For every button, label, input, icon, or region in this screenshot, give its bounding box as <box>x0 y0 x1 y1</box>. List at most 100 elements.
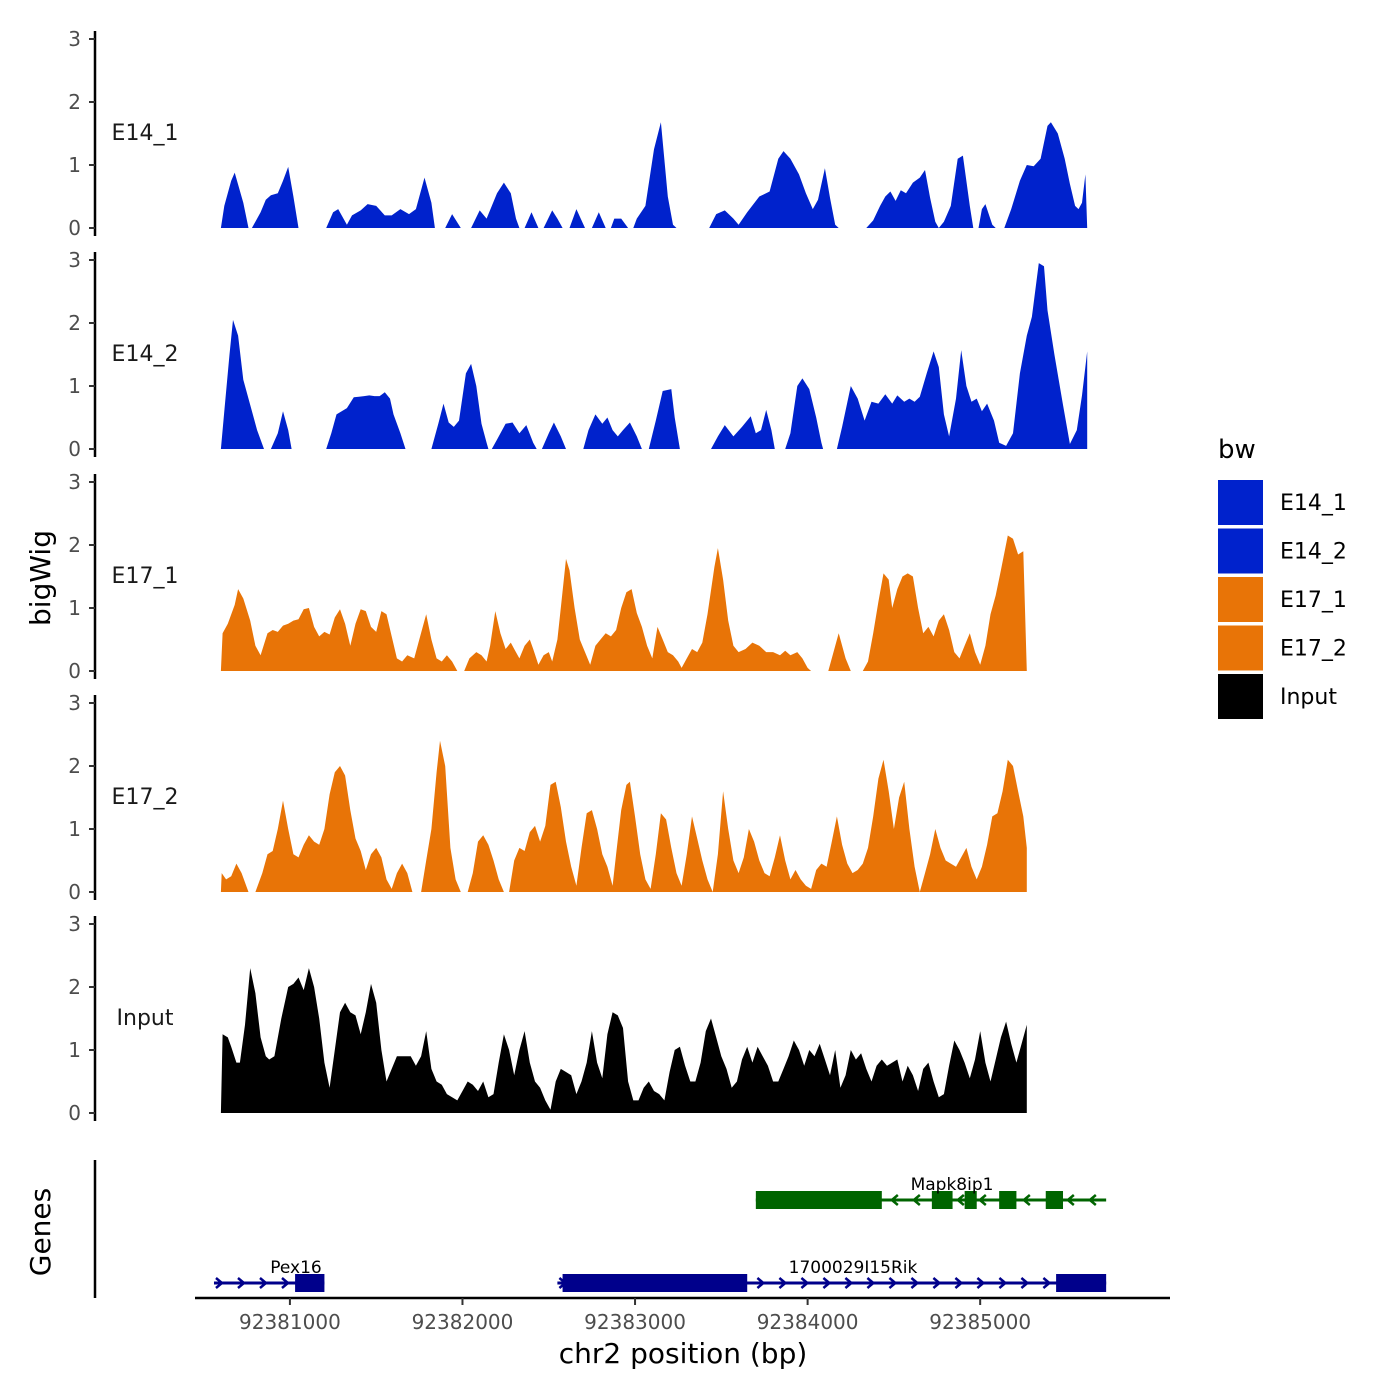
strand-arrow-icon <box>889 1194 899 1206</box>
strand-arrow-icon <box>910 1277 920 1289</box>
strand-arrow-icon <box>998 1277 1008 1289</box>
gene-label-Mapk8ip1: Mapk8ip1 <box>911 1175 994 1195</box>
exon-block <box>295 1274 325 1292</box>
x-tick-label: 92385000 <box>929 1310 1031 1334</box>
coverage-area-E17_1 <box>220 535 1027 671</box>
legend-label: Input <box>1280 685 1337 710</box>
y-tick-label: 3 <box>68 691 81 715</box>
y-tick-label: 0 <box>68 216 81 240</box>
strand-arrow-icon <box>778 1277 788 1289</box>
legend-title: bw <box>1218 435 1256 465</box>
strand-arrow-icon <box>281 1277 290 1289</box>
legend-swatch <box>1218 480 1263 525</box>
track-label-Input: Input <box>117 1006 174 1031</box>
strand-arrow-icon <box>911 1194 921 1206</box>
y-tick-label: 1 <box>68 596 81 620</box>
strand-arrow-icon <box>800 1277 810 1289</box>
track-panel-E17_1: 0 1 2 3 E17_1 <box>68 470 1027 683</box>
y-tick-label: 3 <box>68 470 81 494</box>
strand-arrow-icon <box>954 1277 964 1289</box>
legend-label: E14_2 <box>1280 540 1347 565</box>
legend-entry-E14_1: E14_1 <box>1218 480 1347 525</box>
legend-swatch <box>1218 528 1263 574</box>
y-tick-label: 2 <box>68 533 81 557</box>
strand-arrow-icon <box>215 1277 224 1289</box>
genes-panel-title: Genes <box>24 1188 57 1276</box>
y-tick-label: 2 <box>68 754 81 778</box>
track-panel-Input: 0 1 2 3 Input <box>68 912 1027 1125</box>
legend-entry-E14_2: E14_2 <box>1218 528 1347 574</box>
legend-swatch <box>1218 625 1263 671</box>
strand-arrow-icon <box>822 1277 832 1289</box>
genes-layer: Mapk8ip1 Pex16 1700029I15Rik <box>93 1160 1107 1298</box>
coverage-area-E14_2 <box>220 263 1088 449</box>
legend-entry-E17_1: E17_1 <box>1218 577 1347 622</box>
legend-label: E17_1 <box>1280 588 1347 613</box>
exon-block <box>755 1191 882 1209</box>
coverage-area-Input <box>220 968 1027 1113</box>
strand-arrow-icon <box>955 1194 965 1206</box>
gene-label-Pex16: Pex16 <box>270 1258 322 1278</box>
legend-entry-Input: Input <box>1218 674 1337 719</box>
track-panel-E17_2: 0 1 2 3 E17_2 <box>68 691 1027 904</box>
exon-block <box>562 1274 748 1292</box>
legend-swatch <box>1218 674 1263 719</box>
strand-arrow-icon <box>1042 1277 1052 1289</box>
track-panel-E14_1: 0 1 2 3 E14_1 <box>68 27 1088 240</box>
strand-arrow-icon <box>888 1277 898 1289</box>
y-tick-label: 1 <box>68 817 81 841</box>
x-axis: 92381000 92382000 92383000 92384000 92385000 <box>195 1296 1170 1334</box>
x-tick-label: 92381000 <box>239 1310 341 1334</box>
legend-swatch <box>1218 577 1263 622</box>
strand-arrow-icon <box>237 1277 246 1289</box>
tracks-layer: 0 1 2 3 E14_1 0 1 2 3 E14_2 0 1 2 3 E17_1 0 1 2 3 E17_2 0 1 2 3… <box>68 27 1088 1125</box>
coverage-area-E14_1 <box>220 122 1088 228</box>
y-axis-title: bigWig <box>24 530 57 626</box>
strand-arrow-icon <box>932 1277 942 1289</box>
y-tick-label: 1 <box>68 374 81 398</box>
x-tick-label: 92382000 <box>412 1310 514 1334</box>
y-tick-label: 2 <box>68 90 81 114</box>
strand-arrow-icon <box>844 1277 854 1289</box>
x-tick-label: 92384000 <box>757 1310 859 1334</box>
gene-label-1700029I15Rik: 1700029I15Rik <box>789 1258 918 1278</box>
gene-Pex16: Pex16 <box>213 1258 325 1292</box>
strand-arrow-icon <box>1087 1194 1097 1206</box>
strand-arrow-icon <box>1021 1194 1031 1206</box>
coverage-area-E17_2 <box>220 740 1027 892</box>
exon-block <box>1056 1274 1107 1292</box>
track-label-E14_2: E14_2 <box>112 342 179 367</box>
legend-label: E14_1 <box>1280 491 1347 516</box>
y-tick-label: 1 <box>68 153 81 177</box>
strand-arrow-icon <box>976 1277 986 1289</box>
y-tick-label: 3 <box>68 248 81 272</box>
y-tick-label: 1 <box>68 1038 81 1062</box>
strand-arrow-icon <box>259 1277 268 1289</box>
strand-arrow-icon <box>756 1277 766 1289</box>
strand-arrow-icon <box>866 1277 876 1289</box>
gene-Mapk8ip1: Mapk8ip1 <box>755 1175 1107 1209</box>
x-axis-title: chr2 position (bp) <box>559 1337 808 1370</box>
legend-label: E17_2 <box>1280 637 1347 662</box>
track-label-E17_1: E17_1 <box>112 564 179 589</box>
y-tick-label: 0 <box>68 880 81 904</box>
y-tick-label: 2 <box>68 311 81 335</box>
strand-arrow-icon <box>1020 1277 1030 1289</box>
exon-block <box>1045 1191 1064 1209</box>
exon-block <box>964 1191 977 1209</box>
y-tick-label: 0 <box>68 659 81 683</box>
gene-1700029I15Rik: 1700029I15Rik <box>557 1258 1107 1292</box>
legend: bw E14_1 E14_2 E17_1 E17_2 Input <box>1218 435 1347 719</box>
y-tick-label: 2 <box>68 975 81 999</box>
track-label-E14_1: E14_1 <box>112 121 179 146</box>
exon-block <box>931 1191 953 1209</box>
strand-arrow-icon <box>977 1194 987 1206</box>
exon-block <box>999 1191 1017 1209</box>
x-tick-label: 92383000 <box>584 1310 686 1334</box>
y-tick-label: 0 <box>68 1101 81 1125</box>
y-tick-label: 3 <box>68 912 81 936</box>
y-tick-label: 3 <box>68 27 81 51</box>
legend-entry-E17_2: E17_2 <box>1218 625 1347 671</box>
track-panel-E14_2: 0 1 2 3 E14_2 <box>68 248 1088 461</box>
